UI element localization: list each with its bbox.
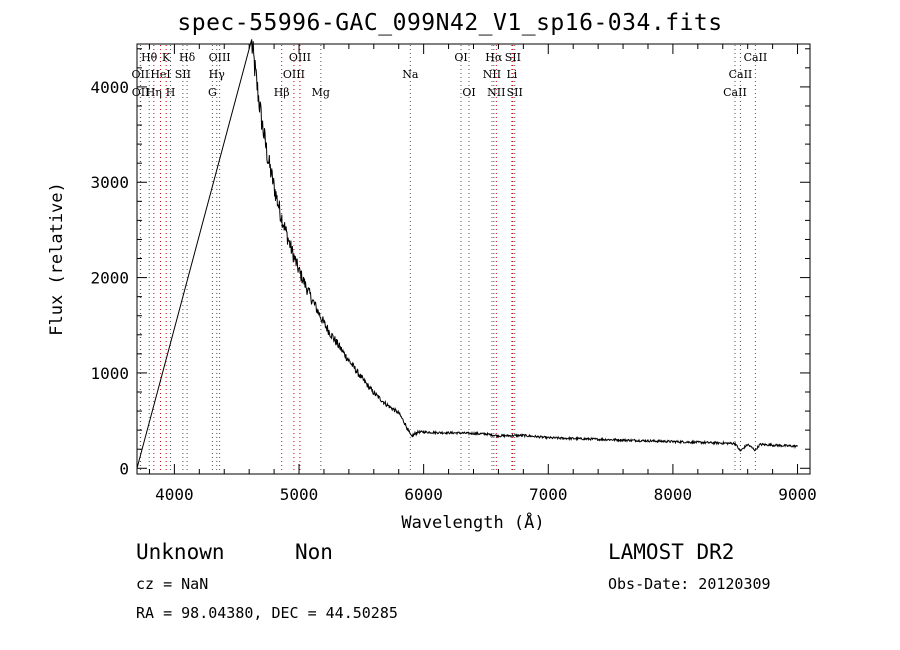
spectral-line-label: OIII xyxy=(289,51,311,64)
x-tick-label: 7000 xyxy=(529,485,568,504)
spectral-line-label: Li xyxy=(506,68,517,81)
y-tick-label: 3000 xyxy=(90,173,129,192)
spectral-line-label: Mg xyxy=(312,86,330,99)
y-tick-label: 0 xyxy=(119,459,129,478)
redshift-text: cz = NaN xyxy=(136,575,209,593)
spectral-line-label: HeI xyxy=(150,68,170,81)
spectral-line-label: Hα xyxy=(485,51,503,64)
spectral-line-label: OII xyxy=(132,68,150,81)
spectral-line-label: OIII xyxy=(283,68,305,81)
y-tick-label: 4000 xyxy=(90,78,129,97)
chart-title: spec-55996-GAC_099N42_V1_sp16-034.fits xyxy=(177,10,723,36)
spectral-line-label: Hγ xyxy=(209,68,226,81)
spectral-line-label: K xyxy=(162,51,171,64)
x-tick-label: 6000 xyxy=(404,485,443,504)
x-tick-label: 5000 xyxy=(280,485,319,504)
survey-name: LAMOST DR2 xyxy=(608,540,735,564)
plot-frame xyxy=(136,43,811,475)
spectral-line-label: Hθ xyxy=(141,51,158,64)
x-tick-label: 4000 xyxy=(155,485,194,504)
x-axis-title: Wavelength (Å) xyxy=(401,511,544,533)
spectral-line-label: Hη xyxy=(146,86,162,99)
x-tick-label: 8000 xyxy=(654,485,693,504)
spectral-line-label: Na xyxy=(402,68,419,81)
coordinates-text: RA = 98.04380, DEC = 44.50285 xyxy=(136,604,398,622)
spectral-line-markers xyxy=(139,45,756,473)
y-tick-label: 2000 xyxy=(90,269,129,288)
spectral-line-label: OI xyxy=(462,86,475,99)
spectral-line-label: G xyxy=(208,86,217,99)
spectral-line-label: Hδ xyxy=(179,51,196,64)
spectral-line-label: SII xyxy=(175,68,191,81)
spectral-line-label: SII xyxy=(505,51,521,64)
x-tick-label: 9000 xyxy=(778,485,817,504)
spectrum-series-line xyxy=(136,39,798,469)
spectral-line-label: OII xyxy=(132,86,150,99)
axis-ticks xyxy=(137,44,810,474)
spectral-line-label: NII xyxy=(483,68,501,81)
spectral-line-label: OI xyxy=(454,51,467,64)
observation-date: Obs-Date: 20120309 xyxy=(608,575,771,593)
spectral-line-label: CaII xyxy=(729,68,753,81)
spectral-line-label: SII xyxy=(507,86,523,99)
spectral-line-label: CaII xyxy=(723,86,747,99)
spectral-line-label: CaII xyxy=(744,51,768,64)
object-class: Unknown xyxy=(136,540,225,564)
spectral-line-label: H xyxy=(166,86,176,99)
spectral-line-label: Hβ xyxy=(274,86,290,99)
y-axis-title: Flux (relative) xyxy=(47,182,67,336)
y-tick-label: 1000 xyxy=(90,364,129,383)
axis-tick-labels: 4000 5000 6000 7000 8000 9000 0 1000 2000 3000 400… xyxy=(90,78,816,504)
spectral-line-label: OIII xyxy=(209,51,231,64)
spectral-line-label: NII xyxy=(487,86,505,99)
object-subclass: Non xyxy=(295,540,333,564)
